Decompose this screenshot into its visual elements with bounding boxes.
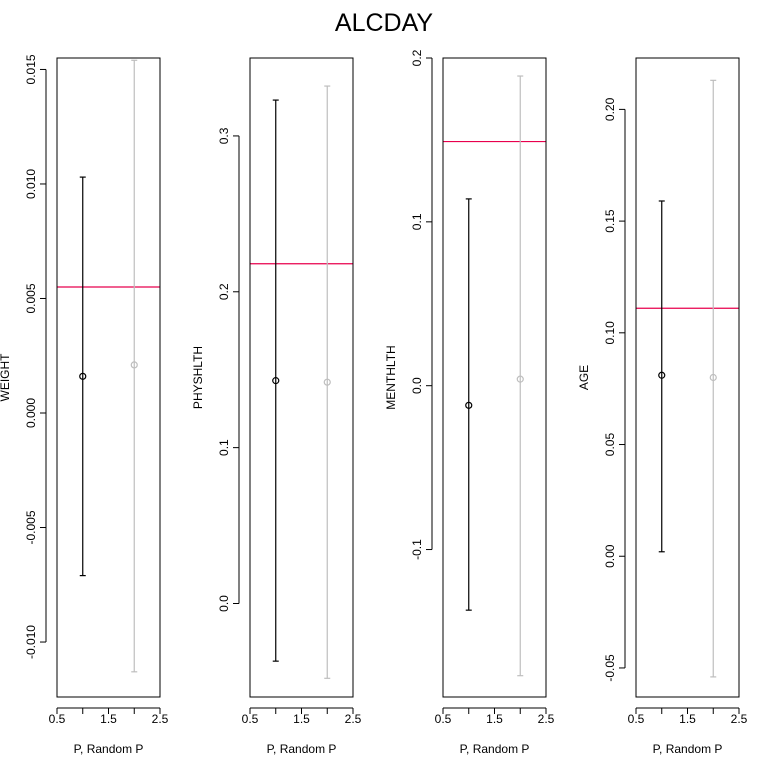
x-tick-label: 2.5: [152, 712, 169, 726]
x-tick-label: 2.5: [538, 712, 555, 726]
p-point: [272, 377, 280, 385]
y-tick-label: 0.20: [603, 97, 617, 121]
x-tick-label: 1.5: [100, 712, 117, 726]
p-point: [658, 371, 666, 379]
x-axis-title: P, Random P: [267, 742, 337, 756]
y-tick-label: 0.010: [24, 169, 38, 199]
chart-title: ALCDAY: [335, 9, 434, 37]
y-tick-label: 0.3: [217, 127, 231, 144]
y-tick-label: 0.1: [217, 439, 231, 456]
y-tick-label: 0.2: [217, 283, 231, 300]
y-tick-label: 0.05: [603, 433, 617, 457]
y-tick-label: 0.0: [410, 377, 424, 394]
y-tick-label: 0.10: [603, 321, 617, 345]
y-tick-label: 0.005: [24, 283, 38, 313]
x-tick-label: 1.5: [486, 712, 503, 726]
x-axis-title: P, Random P: [460, 742, 530, 756]
p-point: [465, 401, 473, 409]
random-p-point: [323, 378, 331, 386]
x-tick-label: 0.5: [49, 712, 66, 726]
plot-frame: [442, 57, 547, 698]
y-tick-label: 0.015: [24, 54, 38, 84]
y-tick-label: -0.05: [603, 654, 617, 682]
p-point: [79, 372, 87, 380]
x-tick-label: 2.5: [731, 712, 748, 726]
y-axis-title: AGE: [577, 365, 591, 390]
y-axis-title: PHYSHLTH: [191, 346, 205, 409]
x-axis-title: P, Random P: [653, 742, 723, 756]
x-tick-label: 0.5: [628, 712, 645, 726]
y-axis-title: WEIGHT: [0, 353, 12, 402]
x-tick-label: 0.5: [242, 712, 259, 726]
y-tick-label: 0.00: [603, 544, 617, 568]
panel-4: 0.5 1.5 2.5 P, Random P -0.05 0.00 0.05 0.10 0.1…: [577, 57, 748, 756]
random-p-point: [516, 375, 524, 383]
plot-frame: [249, 57, 354, 698]
y-tick-label: 0.1: [410, 213, 424, 230]
panel-3: 0.5 1.5 2.5 P, Random P -0.1 0.0 0.1 0.2 MENTHLT…: [384, 49, 555, 756]
panel-2: 0.5 1.5 2.5 P, Random P 0.0 0.1 0.2 0.3 PHYSHLTH: [191, 57, 362, 756]
y-tick-label: 0.15: [603, 209, 617, 233]
panel-1: 0.5 1.5 2.5 P, Random P -0.010 -0.005 0.000 0.0…: [0, 54, 169, 756]
x-axis-title: P, Random P: [74, 742, 144, 756]
y-tick-label: -0.005: [24, 510, 38, 544]
plot-frame: [635, 57, 740, 698]
x-tick-label: 1.5: [293, 712, 310, 726]
x-tick-label: 2.5: [345, 712, 362, 726]
random-p-point: [709, 373, 717, 382]
x-tick-label: 1.5: [679, 712, 696, 726]
plot-frame: [56, 57, 161, 698]
y-tick-label: -0.1: [410, 539, 424, 560]
y-tick-label: -0.010: [24, 625, 38, 659]
y-tick-label: 0.2: [410, 49, 424, 66]
random-p-point: [130, 361, 138, 369]
y-tick-label: 0.000: [24, 398, 38, 428]
y-tick-label: 0.0: [217, 595, 231, 612]
y-axis-title: MENTHLTH: [384, 345, 398, 409]
x-tick-label: 0.5: [435, 712, 452, 726]
